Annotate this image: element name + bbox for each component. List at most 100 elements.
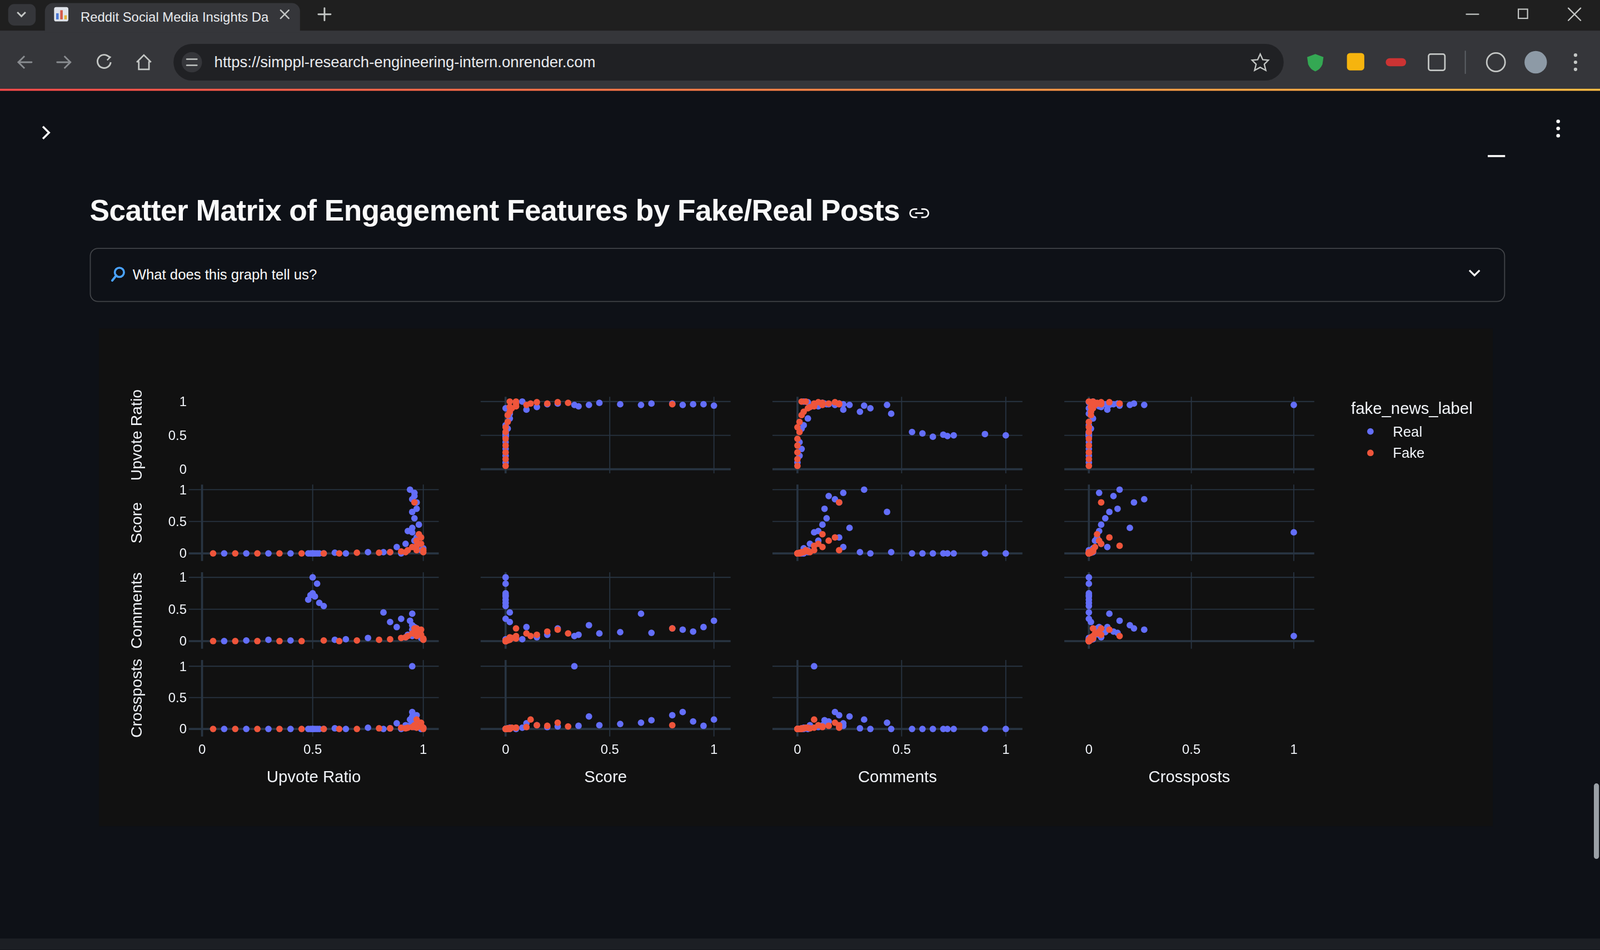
extension[interactable] xyxy=(1385,58,1407,67)
point xyxy=(981,725,989,733)
point xyxy=(831,534,839,542)
point xyxy=(1116,632,1124,640)
point xyxy=(1085,609,1093,616)
point xyxy=(320,725,328,733)
y-axis-title: Crossposts xyxy=(127,659,146,739)
grid-line-y xyxy=(772,697,1023,699)
home[interactable] xyxy=(136,55,152,70)
menu-dot[interactable] xyxy=(1573,67,1578,72)
point xyxy=(413,505,421,513)
expander[interactable]: What does this graph tell us? xyxy=(90,247,1506,302)
point xyxy=(846,524,854,532)
address-bar[interactable]: https://simppl-research-engineering-inte… xyxy=(173,43,1284,81)
point xyxy=(1114,505,1121,513)
y-tick-label: 1 xyxy=(179,394,187,410)
grid-line-x xyxy=(201,484,204,562)
panel-points xyxy=(502,663,718,733)
point xyxy=(386,619,394,626)
anchor-link[interactable] xyxy=(910,208,929,218)
point xyxy=(415,521,423,529)
point xyxy=(386,549,394,556)
point xyxy=(648,400,655,408)
panel-points xyxy=(1085,398,1297,470)
extensions-menu[interactable] xyxy=(1428,53,1445,71)
panel-points xyxy=(210,663,427,733)
point xyxy=(564,630,572,637)
point xyxy=(413,546,421,554)
point xyxy=(1085,455,1093,463)
point xyxy=(929,433,937,441)
point xyxy=(835,546,843,554)
y-tick-label: 0 xyxy=(179,461,187,477)
point xyxy=(929,725,937,733)
point xyxy=(835,499,843,506)
point xyxy=(313,580,321,588)
point xyxy=(908,550,916,557)
main-menu[interactable] xyxy=(1556,119,1560,124)
point xyxy=(1126,524,1134,532)
point xyxy=(1085,449,1093,456)
decoration xyxy=(0,88,1600,92)
reload[interactable] xyxy=(97,55,111,69)
point xyxy=(1105,626,1113,633)
grid-line-x xyxy=(1005,660,1007,737)
extension[interactable] xyxy=(1307,53,1324,72)
extension[interactable] xyxy=(1347,52,1365,71)
forward xyxy=(64,56,71,69)
performance[interactable] xyxy=(1486,52,1505,72)
menu-dot[interactable] xyxy=(1573,60,1578,64)
point xyxy=(585,401,593,409)
point xyxy=(939,550,947,557)
point xyxy=(502,462,510,470)
point xyxy=(402,549,410,556)
scrollbar[interactable] xyxy=(1593,783,1599,860)
point xyxy=(710,716,718,724)
grid-line-y xyxy=(480,609,731,611)
menu-dot[interactable] xyxy=(1573,53,1578,57)
tab-search-button[interactable] xyxy=(8,3,37,26)
point xyxy=(413,625,421,632)
point xyxy=(700,624,707,631)
point xyxy=(210,725,217,733)
grid-line-x xyxy=(796,660,799,737)
x-tick-label: 0.5 xyxy=(303,741,322,757)
grid-line-x xyxy=(201,572,204,650)
point xyxy=(810,542,818,550)
point xyxy=(506,619,513,626)
main-menu[interactable] xyxy=(1556,126,1560,131)
tab-title: Reddit Social Media Insights Da xyxy=(80,9,275,28)
point xyxy=(1089,546,1097,554)
point xyxy=(1140,496,1148,503)
grid-line-y xyxy=(1064,468,1315,471)
point xyxy=(311,593,319,601)
point xyxy=(1085,462,1093,470)
bookmark[interactable] xyxy=(1252,53,1269,71)
point xyxy=(860,716,868,724)
point xyxy=(669,625,676,632)
point xyxy=(689,718,697,726)
point xyxy=(1105,509,1113,516)
point xyxy=(856,549,864,556)
point xyxy=(840,489,847,497)
running-indicator xyxy=(1487,155,1505,158)
expander-label: What does this graph tell us? xyxy=(132,266,318,283)
sidebar-toggle[interactable] xyxy=(42,126,49,139)
point xyxy=(806,549,814,556)
site-info[interactable] xyxy=(181,52,203,73)
point xyxy=(1087,619,1095,626)
point xyxy=(1098,631,1105,639)
grid-line-x xyxy=(201,660,204,737)
profile[interactable] xyxy=(1524,51,1547,74)
point xyxy=(835,400,843,408)
point xyxy=(253,550,261,557)
y-tick-label: 0 xyxy=(179,633,187,649)
point xyxy=(342,550,350,557)
restore xyxy=(1518,9,1528,19)
browser-tab[interactable]: Reddit Social Media Insights Da xyxy=(45,3,301,33)
point xyxy=(298,725,306,733)
point xyxy=(210,550,217,557)
point xyxy=(888,725,895,733)
point xyxy=(798,725,806,733)
main-menu[interactable] xyxy=(1556,133,1560,138)
point xyxy=(794,442,801,450)
